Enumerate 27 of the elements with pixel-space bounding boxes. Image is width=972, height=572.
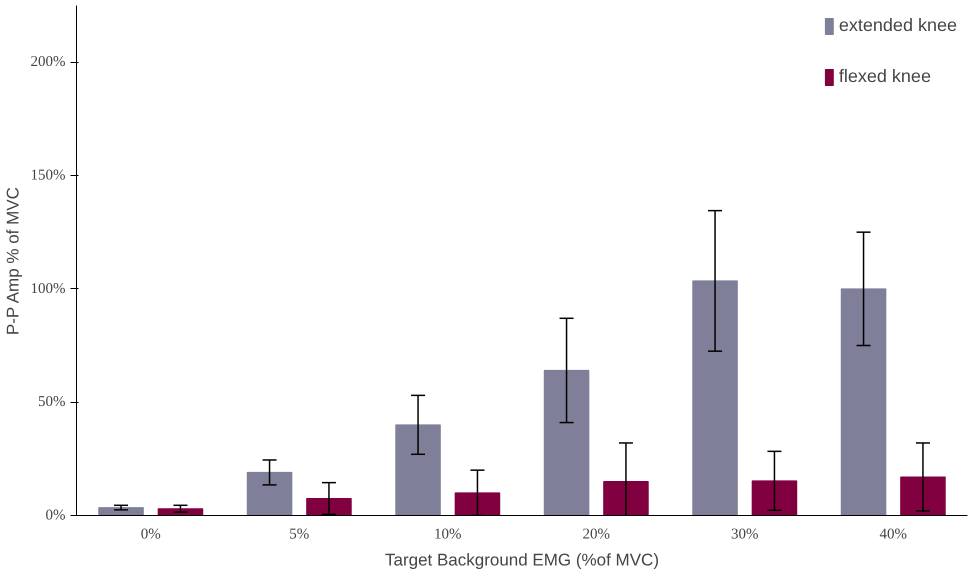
y-axis-title: P-P Amp % of MVC [4, 187, 23, 336]
y-tick-label: 200% [30, 54, 66, 70]
x-tick-label: 20% [582, 526, 610, 542]
legend-label: flexed knee [838, 66, 931, 87]
y-tick-label: 150% [30, 168, 66, 184]
bar [306, 498, 352, 516]
bar [840, 288, 886, 516]
x-tick-label: 10% [434, 526, 462, 542]
bar [395, 424, 441, 516]
bar [158, 508, 204, 516]
bar [454, 492, 500, 516]
x-axis-title: Target Background EMG (%of MVC) [385, 550, 659, 570]
x-tick-label: 40% [880, 526, 907, 542]
bar [603, 481, 649, 516]
bar [752, 480, 798, 516]
bar [98, 507, 144, 516]
bar [900, 476, 946, 516]
y-tick-label: 50% [38, 394, 66, 410]
legend-label: extended knee [838, 15, 957, 36]
x-tick-label: 30% [731, 526, 758, 542]
x-tick-label: 0% [140, 526, 161, 542]
y-tick-label: 0% [46, 508, 66, 524]
bar [692, 280, 738, 516]
bar [246, 472, 292, 516]
y-tick-label: 100% [30, 280, 66, 297]
bar [544, 370, 590, 516]
x-tick-label: 5% [289, 526, 310, 542]
